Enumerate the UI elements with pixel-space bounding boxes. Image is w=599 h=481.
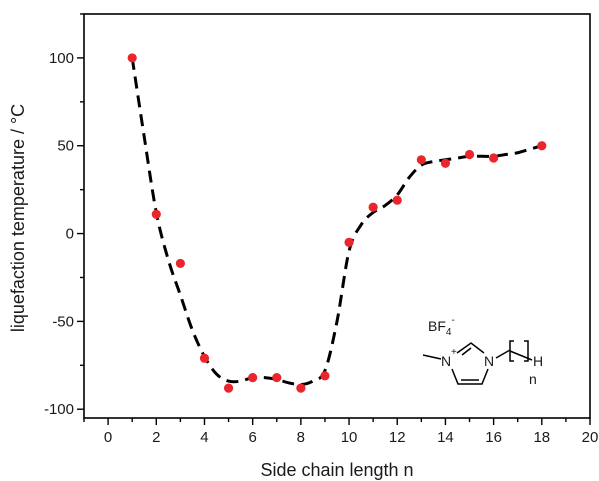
y-tick-label: -100 xyxy=(44,401,74,418)
data-point xyxy=(392,195,402,205)
x-tick-label: 12 xyxy=(389,429,406,446)
data-point xyxy=(489,153,499,163)
x-tick-label: 14 xyxy=(437,429,454,446)
x-tick-label: 8 xyxy=(297,429,305,446)
chain-bond-1 xyxy=(495,349,511,359)
y-tick-label: -50 xyxy=(52,313,74,330)
data-point xyxy=(223,383,234,393)
x-tick-label: 20 xyxy=(582,429,599,446)
data-point xyxy=(272,373,282,383)
y-tick-label: 100 xyxy=(49,50,74,67)
x-tick-label: 16 xyxy=(485,429,502,446)
data-point xyxy=(368,202,378,212)
ring-double-bond-2 xyxy=(461,347,472,356)
data-point xyxy=(127,53,137,63)
x-tick-label: 6 xyxy=(248,429,256,446)
data-point xyxy=(320,371,330,381)
x-axis-title: Side chain length n xyxy=(260,460,413,480)
data-point xyxy=(416,155,426,165)
data-point xyxy=(248,373,258,383)
data-point xyxy=(151,209,161,219)
hydrogen-label: H xyxy=(533,353,543,369)
x-tick-label: 4 xyxy=(200,429,208,446)
data-point xyxy=(537,141,547,151)
anion-label: BF4- xyxy=(428,315,455,338)
data-point xyxy=(175,258,185,269)
data-point xyxy=(440,158,451,168)
x-axis-ticks: 0 2 4 6 8 10 12 14 16 18 20 xyxy=(83,418,599,446)
plot-frame xyxy=(83,13,591,419)
nitrogen-right: N xyxy=(484,353,494,369)
imidazole-ring xyxy=(456,342,485,354)
data-point xyxy=(296,383,306,393)
nitrogen-charge: + xyxy=(451,347,457,358)
molecule-structure: BF4- N + N H n xyxy=(422,315,543,387)
x-tick-label: 10 xyxy=(341,429,358,446)
nitrogen-left: N xyxy=(441,353,451,369)
x-tick-label: 0 xyxy=(104,429,112,446)
repeat-index: n xyxy=(529,371,537,387)
imidazole-ring-lower xyxy=(451,368,489,385)
methyl-bond xyxy=(422,354,442,360)
y-axis-ticks: -100 -50 0 50 100 xyxy=(44,13,84,418)
y-tick-label: 50 xyxy=(57,138,74,155)
x-tick-label: 2 xyxy=(152,429,160,446)
y-tick-label: 0 xyxy=(66,226,74,243)
fit-curve xyxy=(130,57,543,387)
repeat-bracket-right xyxy=(524,340,529,362)
data-point xyxy=(464,149,475,160)
data-point xyxy=(344,237,354,247)
data-points xyxy=(127,53,547,393)
y-axis-title: liquefaction temperature / °C xyxy=(8,104,28,332)
x-tick-label: 18 xyxy=(533,429,550,446)
data-point xyxy=(199,353,210,363)
